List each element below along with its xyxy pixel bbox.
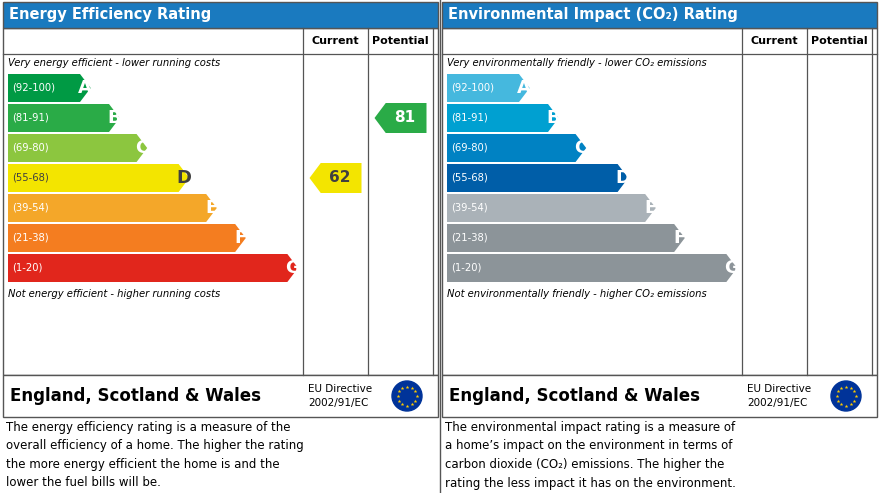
Polygon shape [447, 224, 685, 252]
Text: D: D [615, 169, 630, 187]
Text: Current: Current [312, 36, 359, 46]
Text: Energy Efficiency Rating: Energy Efficiency Rating [9, 7, 211, 23]
Text: G: G [724, 259, 739, 277]
Text: F: F [234, 229, 246, 247]
Text: 81: 81 [394, 110, 415, 126]
Text: EU Directive
2002/91/EC: EU Directive 2002/91/EC [747, 384, 811, 408]
Polygon shape [447, 104, 559, 132]
Text: Potential: Potential [372, 36, 429, 46]
Polygon shape [447, 134, 586, 162]
Polygon shape [310, 163, 362, 193]
Text: (1-20): (1-20) [451, 263, 481, 273]
Text: Not environmentally friendly - higher CO₂ emissions: Not environmentally friendly - higher CO… [447, 289, 707, 299]
Text: Environmental Impact (CO₂) Rating: Environmental Impact (CO₂) Rating [448, 7, 737, 23]
Text: (69-80): (69-80) [12, 143, 48, 153]
Text: (21-38): (21-38) [451, 233, 488, 243]
Circle shape [392, 381, 422, 411]
Text: (92-100): (92-100) [12, 83, 55, 93]
Text: B: B [546, 109, 561, 127]
Polygon shape [8, 194, 216, 222]
Bar [442, 375, 877, 417]
Text: England, Scotland & Wales: England, Scotland & Wales [10, 387, 261, 405]
Polygon shape [447, 194, 656, 222]
Polygon shape [447, 74, 530, 102]
Text: Not energy efficient - higher running costs: Not energy efficient - higher running co… [8, 289, 220, 299]
Text: (92-100): (92-100) [451, 83, 494, 93]
Text: (39-54): (39-54) [451, 203, 488, 213]
Polygon shape [447, 254, 737, 282]
Bar [3, 2, 438, 28]
Text: (81-91): (81-91) [451, 113, 488, 123]
Text: The energy efficiency rating is a measure of the
overall efficiency of a home. T: The energy efficiency rating is a measur… [6, 421, 304, 490]
Polygon shape [8, 134, 147, 162]
Bar [442, 2, 877, 28]
Bar [3, 28, 438, 375]
Text: A: A [78, 79, 92, 97]
Bar [442, 28, 877, 375]
Text: 62: 62 [329, 171, 350, 185]
Text: Very environmentally friendly - lower CO₂ emissions: Very environmentally friendly - lower CO… [447, 58, 707, 68]
Text: Potential: Potential [811, 36, 868, 46]
Text: (81-91): (81-91) [12, 113, 48, 123]
Text: F: F [673, 229, 686, 247]
Text: Very energy efficient - lower running costs: Very energy efficient - lower running co… [8, 58, 220, 68]
Text: (69-80): (69-80) [451, 143, 488, 153]
Polygon shape [375, 103, 427, 133]
Text: England, Scotland & Wales: England, Scotland & Wales [449, 387, 700, 405]
Polygon shape [8, 164, 189, 192]
Polygon shape [8, 224, 246, 252]
Text: Current: Current [751, 36, 798, 46]
Text: G: G [285, 259, 300, 277]
Text: EU Directive
2002/91/EC: EU Directive 2002/91/EC [308, 384, 372, 408]
Polygon shape [8, 104, 120, 132]
Text: (1-20): (1-20) [12, 263, 42, 273]
Circle shape [831, 381, 861, 411]
Text: E: E [644, 199, 656, 217]
Text: E: E [205, 199, 217, 217]
Polygon shape [8, 254, 298, 282]
Text: C: C [136, 139, 149, 157]
Polygon shape [447, 164, 628, 192]
Text: (55-68): (55-68) [12, 173, 48, 183]
Text: (55-68): (55-68) [451, 173, 488, 183]
Polygon shape [8, 74, 91, 102]
Text: (39-54): (39-54) [12, 203, 48, 213]
Text: (21-38): (21-38) [12, 233, 48, 243]
Text: B: B [107, 109, 121, 127]
Text: A: A [517, 79, 532, 97]
Text: The environmental impact rating is a measure of
a home’s impact on the environme: The environmental impact rating is a mea… [445, 421, 736, 490]
Bar [3, 375, 438, 417]
Text: C: C [575, 139, 588, 157]
Text: D: D [176, 169, 192, 187]
